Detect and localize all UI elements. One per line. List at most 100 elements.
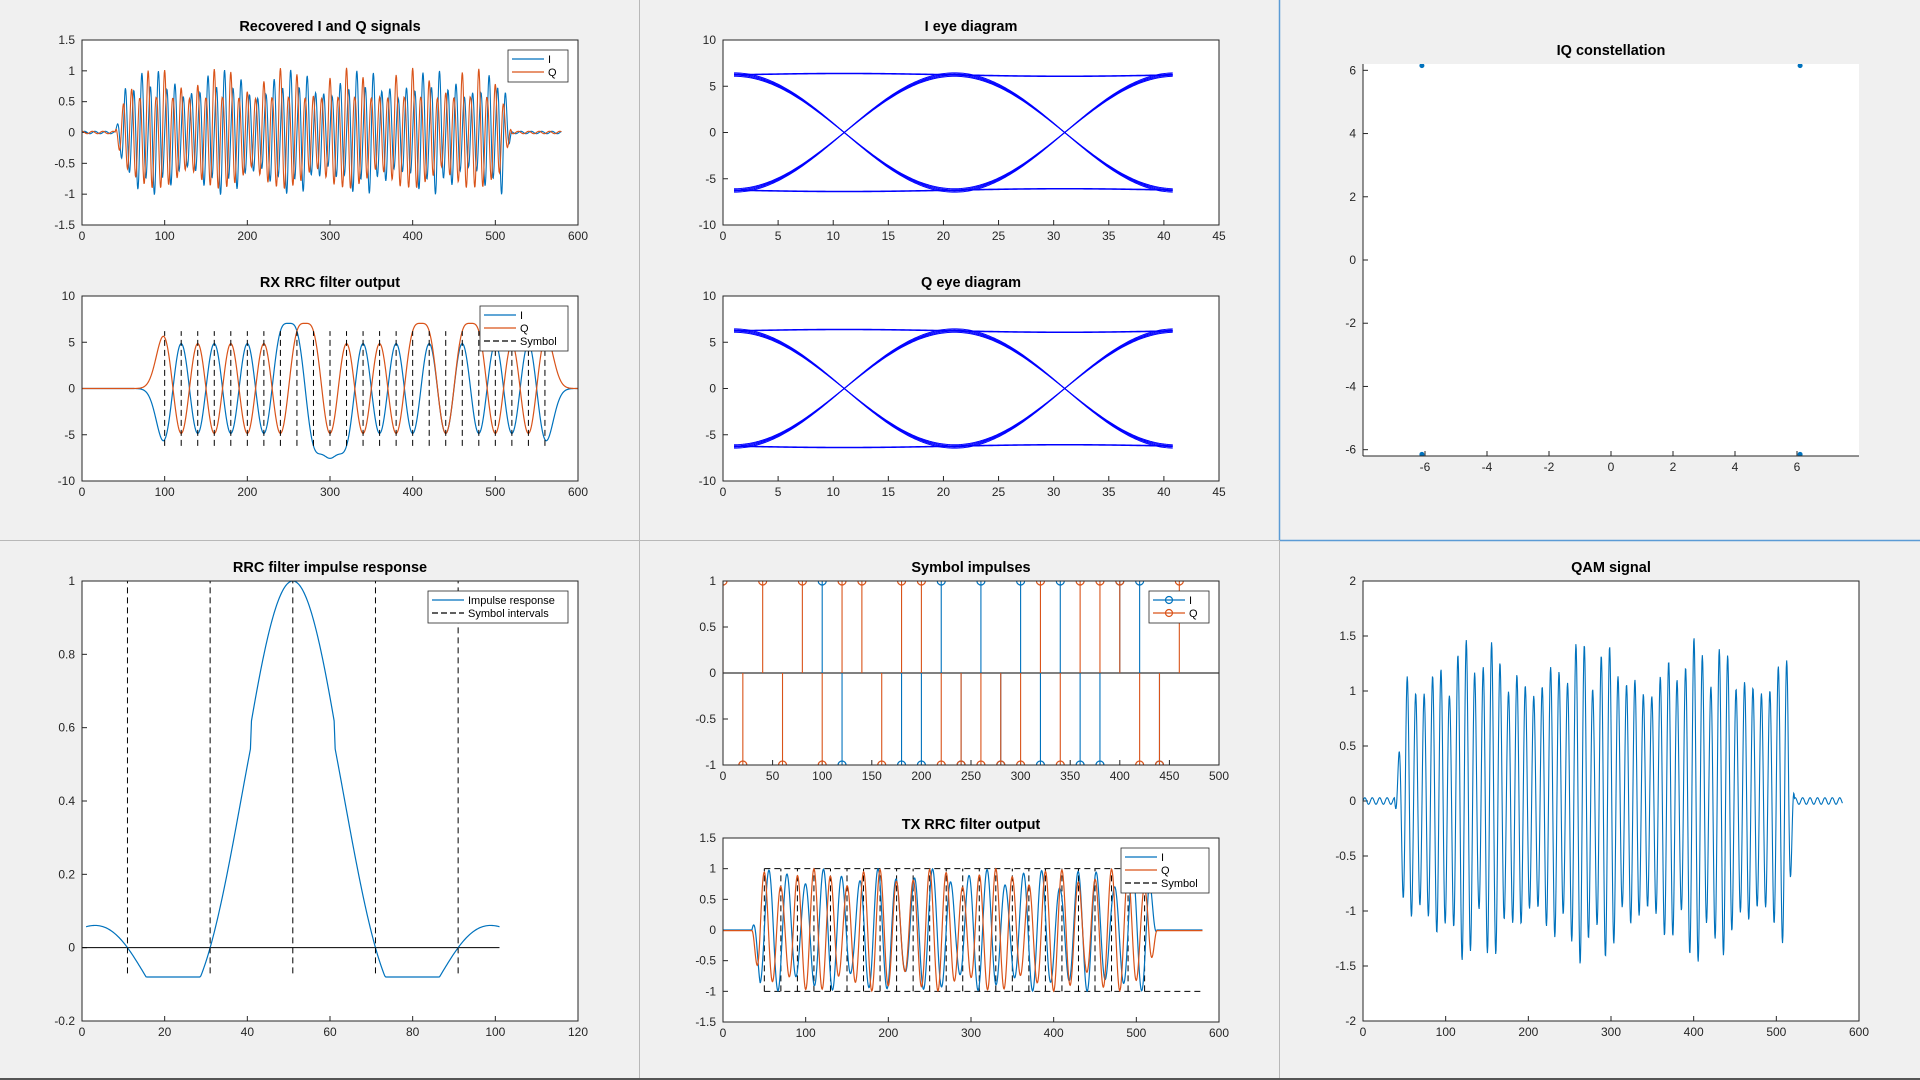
y-tick-label: -5 [705,172,716,186]
chart-title: RRC filter impulse response [233,560,427,576]
i-eye-diagram-chart[interactable]: I eye diagram 0 5 10 15 20 25 30 35 40 45 -10 -5 0 5 10 [699,19,1226,243]
tx-rrc-output-chart[interactable]: TX RRC filter output 0 100 200 300 400 500 600 -… [695,817,1229,1040]
x-tick-label: 0 [79,229,86,243]
x-tick-label: 100 [1436,1025,1456,1039]
rrc-impulse-response-chart[interactable]: RRC filter impulse response 0 20 40 60 80 100 1… [54,560,588,1039]
x-tick-label: 0 [79,1025,86,1039]
iq-constellation-chart[interactable]: IQ constellation -6 -4 -2 0 2 4 6 -6 -4 -2 0 2 4 6 [1345,43,1859,474]
x-tick-label: 40 [1157,229,1171,243]
y-tick-label: -5 [705,428,716,442]
y-tick-label: -4 [1345,379,1356,393]
qam-waveform [1363,638,1843,964]
legend-entry: Q [548,67,557,79]
plot-content [82,67,562,195]
x-tick-label: 5 [775,229,782,243]
q-eye-diagram-chart[interactable]: Q eye diagram 0 5 10 15 20 25 30 35 40 45 -10 -5 0 5 10 [699,275,1226,499]
y-tick-label: 6 [1349,63,1356,77]
x-tick-label: 0 [79,485,86,499]
x-tick-label: -6 [1420,460,1431,474]
axes-box [722,39,1220,226]
stem-marker [738,760,748,765]
y-tick-label: 1.5 [1339,629,1356,643]
plot-content [723,581,1219,765]
y-tick-label: -1.5 [695,1015,716,1029]
eye-trace [734,188,1173,193]
chart-title: IQ constellation [1557,43,1666,59]
x-tick-label: 150 [862,769,882,783]
plot-area [82,581,578,1021]
constellation-point [1797,64,1803,69]
x-tick-label: 25 [992,485,1006,499]
legend-entry: I [1161,852,1164,864]
x-tick-label: 5 [775,485,782,499]
y-tick-label: 10 [703,289,717,303]
stem-marker [1174,581,1184,586]
x-tick-label: 200 [1518,1025,1538,1039]
chart-title: Recovered I and Q signals [239,19,420,35]
legend-entry: I [520,310,523,322]
x-tick-label: 300 [1011,769,1031,783]
x-tick-label: 600 [568,229,588,243]
y-tick-label: 0.5 [58,95,75,109]
legend-entry: I [548,54,551,66]
qam-signal-chart[interactable]: QAM signal 0 100 200 300 400 500 600 -2 -1.5 -1 -0.… [1335,560,1869,1039]
stem-marker [777,760,788,765]
x-tick-label: 200 [237,485,257,499]
eye-trace [734,72,1173,193]
y-tick-label: -6 [1345,443,1356,457]
symbol-impulses-chart[interactable]: Symbol impulses 0 50 100 150 200 250 300 350 400 4… [695,560,1229,783]
x-tick-label: 0 [720,229,727,243]
stem-marker [1016,581,1026,586]
legend-entry: Q [1189,608,1198,620]
legend-entry: Symbol intervals [468,608,549,620]
eye-trace [734,328,1173,449]
y-tick-label: 1 [709,862,716,876]
legend-entry: Q [1161,865,1170,877]
y-tick-label: 0 [709,382,716,396]
eye-trace [734,187,1173,192]
eye-trace [734,329,1173,334]
x-tick-label: 100 [155,229,175,243]
y-tick-label: 0.5 [699,620,716,634]
axes-box [81,39,579,226]
x-tick-label: 15 [882,229,896,243]
x-tick-label: 600 [1849,1025,1869,1039]
y-tick-label: 1 [1349,684,1356,698]
recovered-iq-chart[interactable]: Recovered I and Q signals 0 100 200 300 400 50… [54,19,588,243]
x-tick-label: 120 [568,1025,588,1039]
y-tick-label: 10 [62,289,76,303]
chart-title: Symbol impulses [911,560,1030,576]
y-tick-label: 0 [68,126,75,140]
x-tick-label: 4 [1732,460,1739,474]
x-tick-label: 500 [485,485,505,499]
x-tick-label: 100 [812,769,832,783]
eye-trace [734,331,1173,446]
plot-content [1419,64,1803,456]
stem-marker [837,760,847,765]
x-tick-label: 250 [961,769,981,783]
x-tick-label: 200 [237,229,257,243]
axes-box [81,580,579,1022]
y-tick-label: -1 [1345,904,1356,918]
x-tick-label: 500 [1126,1026,1146,1040]
x-tick-label: 40 [241,1025,255,1039]
x-tick-label: 300 [1601,1025,1621,1039]
x-tick-label: 500 [1209,769,1229,783]
x-tick-label: 0 [720,769,727,783]
x-tick-label: 80 [406,1025,420,1039]
stem-marker [1075,581,1085,586]
y-tick-label: -1.5 [1335,959,1356,973]
y-tick-label: 0.2 [58,867,75,881]
x-tick-label: 60 [323,1025,337,1039]
y-tick-label: 0 [68,941,75,955]
eye-trace [734,73,1173,78]
y-tick-label: -10 [58,474,76,488]
series-i [723,867,1203,993]
x-tick-label: 30 [1047,485,1061,499]
stem-marker [758,581,768,586]
y-tick-label: 0 [709,126,716,140]
y-tick-label: -0.5 [695,712,716,726]
x-tick-label: 20 [937,485,951,499]
